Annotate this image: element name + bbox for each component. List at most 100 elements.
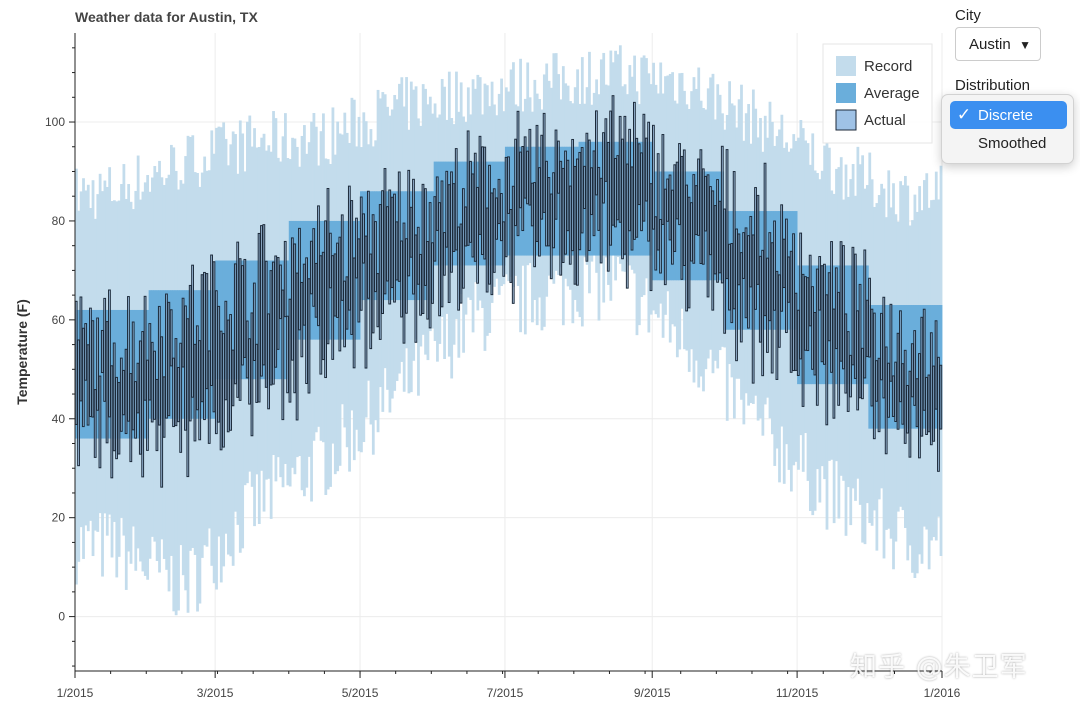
actual-bar: [718, 200, 722, 274]
axes: 0 20 40 60 80 100 1/2015 3/2015 5/2015 7/2015 9/20…: [45, 33, 961, 700]
actual-bar: [690, 202, 693, 262]
watermark: 知乎 @朱卫军: [850, 652, 1028, 683]
actual-bar: [652, 124, 655, 230]
actual-bar: [416, 226, 420, 285]
actual-bar: [233, 263, 237, 385]
actual-bar: [630, 166, 634, 251]
actual-bar: [495, 197, 499, 240]
average-bar: [376, 191, 380, 301]
legend-label: Average: [864, 85, 920, 102]
actual-bar: [167, 301, 171, 417]
actual-bar: [347, 185, 351, 311]
actual-bar: [932, 365, 936, 442]
actual-bar: [628, 128, 632, 232]
actual-bar: [709, 186, 712, 256]
actual-bar: [245, 320, 249, 379]
actual-bar: [155, 378, 159, 452]
actual-bar: [435, 176, 439, 231]
distribution-option-smoothed[interactable]: Smoothed: [950, 129, 1067, 157]
actual-bar: [511, 185, 515, 304]
actual-bar: [483, 146, 487, 260]
actual-bar: [400, 240, 403, 318]
actual-bar: [720, 145, 724, 284]
actual-bar: [473, 152, 477, 262]
actual-bar: [264, 260, 268, 388]
actual-series: [74, 95, 943, 488]
actual-bar: [248, 338, 251, 405]
actual-bar: [633, 101, 636, 240]
actual-bar: [592, 150, 596, 237]
actual-bar: [896, 332, 900, 430]
average-bar: [246, 260, 249, 380]
actual-bar: [706, 174, 710, 298]
average-bar: [459, 161, 463, 266]
actual-bar: [934, 320, 938, 410]
actual-bar: [103, 297, 107, 402]
actual-bar: [528, 128, 532, 206]
actual-bar: [490, 192, 494, 296]
actual-bar: [112, 342, 116, 452]
legend: Record Average Actual: [822, 43, 933, 144]
average-bar: [557, 146, 560, 256]
actual-bar: [374, 221, 377, 293]
actual-bar: [846, 331, 850, 412]
actual-bar: [423, 188, 427, 286]
actual-bar: [271, 261, 275, 385]
distribution-dropdown[interactable]: ✓ Discrete Smoothed: [941, 94, 1074, 164]
actual-bar: [908, 370, 912, 458]
actual-bar: [913, 330, 917, 406]
actual-bar: [523, 136, 527, 199]
checkmark-icon: ✓: [956, 105, 972, 124]
distribution-option-discrete[interactable]: ✓ Discrete: [950, 101, 1067, 129]
actual-bar: [851, 246, 855, 366]
actual-bar: [542, 112, 546, 213]
average-bar: [284, 260, 287, 380]
actual-bar: [827, 272, 831, 342]
actual-bar: [680, 155, 684, 280]
actual-bar: [561, 167, 565, 263]
actual-bar: [243, 258, 247, 358]
actual-bar: [939, 364, 943, 430]
actual-bar: [179, 342, 183, 453]
actual-bar: [378, 204, 382, 340]
actual-bar: [186, 318, 190, 478]
actual-bar: [283, 240, 287, 318]
average-bar: [775, 211, 779, 330]
actual-bar: [521, 145, 525, 232]
actual-bar: [621, 138, 624, 260]
actual-bar: [89, 307, 92, 418]
actual-bar: [366, 190, 370, 299]
x-tick-label: 1/2016: [924, 686, 961, 700]
actual-bar: [877, 357, 881, 433]
actual-bar: [214, 290, 218, 435]
actual-bar: [326, 188, 330, 345]
option-label: Discrete: [978, 106, 1034, 124]
actual-bar: [274, 255, 278, 368]
actual-bar: [176, 366, 180, 423]
actual-bar: [889, 303, 893, 382]
actual-bar: [364, 235, 368, 369]
actual-bar: [198, 340, 202, 441]
actual-bar: [421, 183, 425, 315]
actual-bar: [81, 327, 85, 428]
legend-label: Actual: [864, 112, 906, 129]
actual-bar: [766, 257, 769, 353]
actual-bar: [820, 265, 824, 363]
actual-bar: [136, 362, 140, 414]
actual-bar: [117, 381, 121, 455]
actual-bar: [212, 261, 216, 413]
actual-bar: [564, 150, 567, 255]
actual-bar: [751, 234, 755, 384]
city-select[interactable]: Austin ▼: [955, 27, 1041, 61]
actual-bar: [927, 374, 931, 433]
average-bar: [162, 290, 166, 419]
actual-bar: [119, 357, 123, 432]
actual-bar: [288, 298, 292, 403]
actual-bar: [414, 234, 418, 343]
actual-bar: [856, 310, 860, 411]
actual-bar: [504, 156, 508, 258]
actual-bar: [210, 254, 213, 387]
actual-bar: [692, 174, 696, 264]
actual-bar: [146, 359, 149, 451]
